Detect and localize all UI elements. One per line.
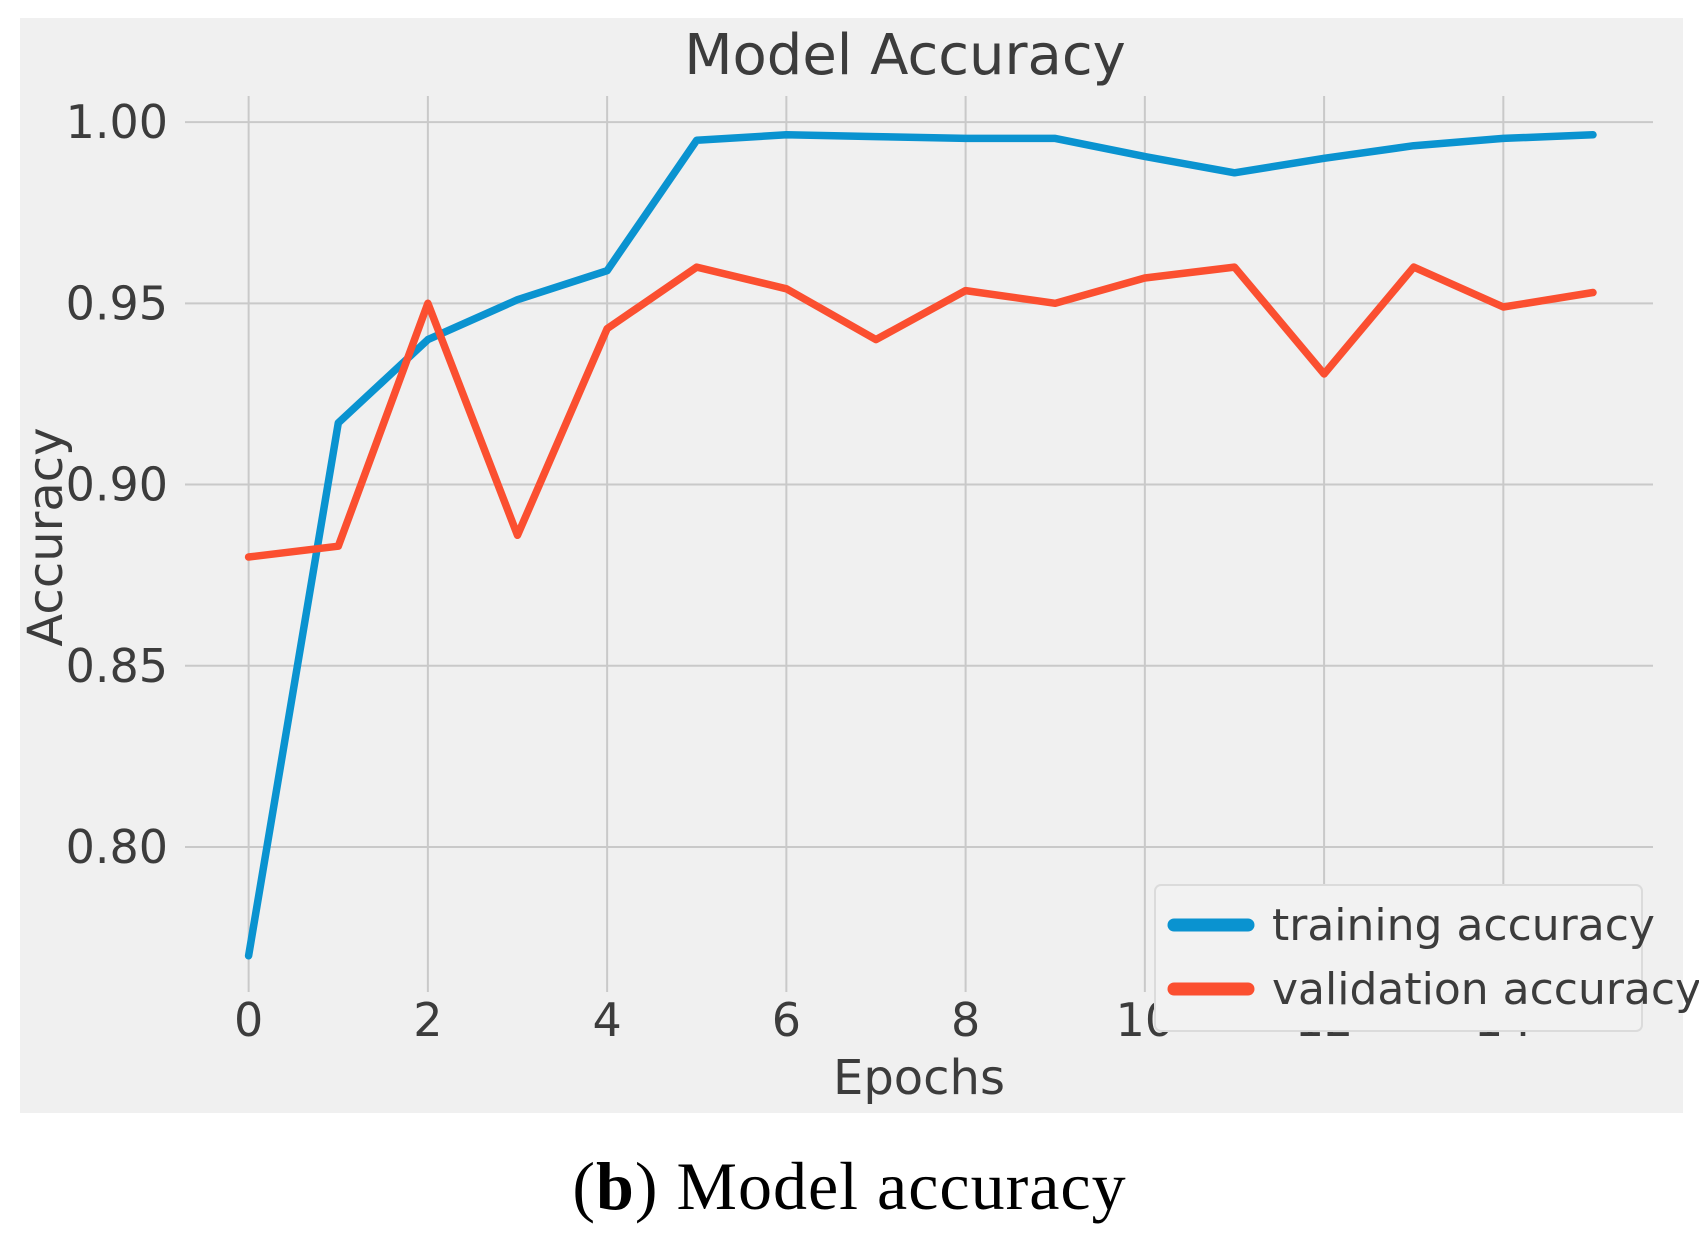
validation-accuracy-line [244, 263, 1597, 561]
y-tick-label-1: 0.95 [66, 276, 168, 330]
x-tick-label-4: 8 [951, 993, 980, 1047]
training-accuracy-line [244, 131, 1597, 960]
chart-title: Model Accuracy [684, 23, 1126, 88]
series-lines [244, 131, 1597, 960]
y-tick-label-4: 0.80 [66, 820, 168, 874]
y-axis-label: Accuracy [18, 427, 74, 646]
legend-label-training: training accuracy [1272, 900, 1655, 951]
x-axis-label: Epochs [833, 1050, 1005, 1106]
figure-caption: (b) Model accuracy [0, 1118, 1699, 1254]
legend-label-validation: validation accuracy [1272, 964, 1699, 1015]
y-tick-labels: 1.00 0.95 0.90 0.85 0.80 [66, 95, 168, 874]
x-tick-label-2: 4 [592, 993, 621, 1047]
legend-box [1154, 884, 1643, 1032]
x-tick-label-0: 0 [234, 993, 263, 1047]
caption-text: (b) Model accuracy [572, 1147, 1127, 1224]
x-tick-label-1: 2 [413, 993, 442, 1047]
x-tick-label-3: 6 [772, 993, 801, 1047]
y-tick-label-3: 0.85 [66, 639, 168, 693]
grid-lines [185, 96, 1653, 992]
y-tick-label-0: 1.00 [66, 95, 168, 149]
legend: training accuracy validation accuracy [1154, 884, 1699, 1032]
y-tick-label-2: 0.90 [66, 458, 168, 512]
